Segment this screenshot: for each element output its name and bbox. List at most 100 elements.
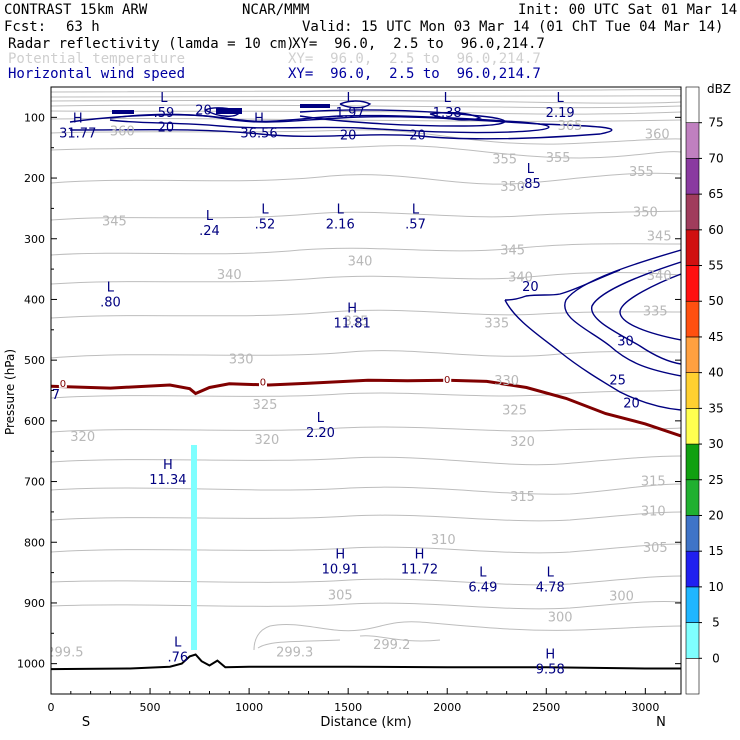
colorbar-swatch <box>685 300 700 338</box>
extremum-type: L <box>261 203 269 218</box>
theta-contour-label: 300 <box>548 610 573 625</box>
theta-contour-label: 325 <box>502 403 527 418</box>
extremum-type: L <box>160 91 168 106</box>
terrain-line <box>51 653 681 671</box>
extrema-labels: H31.77L.59 H36.56L1.97L1.38L2.19L.85L.24L… <box>59 91 574 678</box>
colorbar-level-label: 65 <box>708 187 723 201</box>
y-tick-label: 500 <box>24 354 45 367</box>
theta-contour-label: 360 <box>645 128 670 143</box>
extremum-type: L <box>174 635 182 650</box>
theta-contour-label: 310 <box>431 533 456 548</box>
y-tick-label: 400 <box>24 293 45 306</box>
extremum-value: 11.81 <box>334 317 371 332</box>
theta-contour-label: 340 <box>647 269 672 284</box>
extremum-value: .80 <box>100 295 121 310</box>
extremum-type: L <box>547 566 555 581</box>
colorbar-swatch <box>685 122 700 159</box>
field-name-wind: Horizontal wind speed <box>8 66 186 82</box>
colorbar-swatch <box>685 86 700 124</box>
model-title: CONTRAST 15km ARW <box>4 2 148 18</box>
colorbar-level-label: 30 <box>708 437 723 451</box>
extremum-value: 36.56 <box>240 127 277 142</box>
theta-contour-labels: 365 360 360 355 355 355 350 350 345 345 345 340 340 3… <box>51 119 672 661</box>
colorbar-swatch <box>685 586 700 623</box>
extremum-value: 10.91 <box>322 562 359 577</box>
freezing-label-bg <box>58 377 67 388</box>
wind-contour-labels: 20 20 20 20 20 30 25 20 <box>158 103 640 411</box>
theta-contour-label: 299.3 <box>276 646 313 661</box>
extremum-value: .59 <box>154 106 175 121</box>
wind-contour-label: 30 <box>617 335 634 350</box>
theta-contour-label: 305 <box>643 541 668 556</box>
wind-contour-label: 25 <box>609 374 626 389</box>
extremum-type: L <box>317 411 325 426</box>
extremum-value: .57 <box>405 218 426 233</box>
colorbar-level-label: 0 <box>712 651 720 665</box>
extremum-type: H <box>545 648 555 663</box>
theta-contour-label: 310 <box>641 505 666 520</box>
extremum-type: H <box>415 547 425 562</box>
colorbar-level-label: 40 <box>708 366 723 380</box>
colorbar-swatch <box>685 657 700 695</box>
colorbar-swatch <box>685 515 700 552</box>
field-xy-theta: XY= 96.0, 2.5 to 96.0,214.7 <box>288 51 541 67</box>
x-tick-label: 500 <box>140 701 161 714</box>
extremum-value: .85 <box>520 177 541 192</box>
freezing-label-bg <box>443 374 452 385</box>
theta-contour-label: 355 <box>492 153 517 168</box>
extremum-value: 1.38 <box>433 106 462 121</box>
x-tick-label: 2500 <box>532 701 560 714</box>
field-name-reflectivity: Radar reflectivity (lamda = 10 cm) <box>8 36 295 52</box>
colorbar-swatch <box>685 479 700 516</box>
extremum-value: 2.19 <box>546 106 575 121</box>
freezing-level-label: 0 <box>444 375 450 386</box>
theta-contour-label: 315 <box>510 490 535 505</box>
colorbar-level-label: 60 <box>708 223 723 237</box>
extremum-value: 2.16 <box>326 218 355 233</box>
center-label: NCAR/MMM <box>242 2 310 18</box>
x-tick-label: 1000 <box>235 701 263 714</box>
x-tick-label: 2000 <box>433 701 461 714</box>
wind-contour-label: 20 <box>623 397 640 412</box>
theta-contour-label: 320 <box>255 433 280 448</box>
colorbar-swatch <box>685 336 700 373</box>
misc-label: 7 <box>52 388 60 403</box>
theta-contour-label: 320 <box>70 430 95 445</box>
reflectivity-column <box>191 445 197 650</box>
forecast-label: Fcst: <box>4 19 47 35</box>
colorbar-level-label: 70 <box>708 151 723 165</box>
wind-contour-label: 20 <box>195 103 212 118</box>
extremum-value: .52 <box>255 218 276 233</box>
y-axis-label: Pressure (hPa) <box>3 349 17 435</box>
colorbar-level-label: 15 <box>708 544 723 558</box>
init-time: Init: 00 UTC Sat 01 Mar 14 <box>518 2 738 18</box>
theta-contour-label: 350 <box>633 205 658 220</box>
extremum-type: L <box>444 91 452 106</box>
colorbar-level-label: 55 <box>708 259 723 273</box>
colorbar-level-label: 45 <box>708 330 723 344</box>
extremum-value: 1.97 <box>336 106 365 121</box>
wind-contour-label: 20 <box>409 128 426 143</box>
forecast-hour: 63 h <box>66 19 100 35</box>
y-tick-label: 900 <box>24 597 45 610</box>
theta-contour-label: 315 <box>641 474 666 489</box>
extremum-value: 31.77 <box>59 127 96 142</box>
y-tick-label: 700 <box>24 476 45 489</box>
extremum-value: 6.49 <box>468 581 497 596</box>
wind-contour-label: 20 <box>340 128 357 143</box>
extremum-type: L <box>479 566 487 581</box>
extremum-type: H <box>347 302 357 317</box>
extremum-value: .76 <box>167 650 188 665</box>
y-tick-label: 100 <box>24 111 45 124</box>
misc-labels: 7 <box>52 388 60 403</box>
theta-contour-label: 355 <box>546 151 571 166</box>
colorbar-swatch <box>685 550 700 588</box>
colorbar-swatch <box>685 265 700 302</box>
extremum-type: L <box>557 91 565 106</box>
colorbar-level-label: 10 <box>708 580 723 594</box>
x-tick-label: 0 <box>48 701 55 714</box>
extremum-value: 2.20 <box>306 426 335 441</box>
freezing-level-label: 0 <box>60 379 66 390</box>
theta-contour-label: 340 <box>217 268 242 283</box>
